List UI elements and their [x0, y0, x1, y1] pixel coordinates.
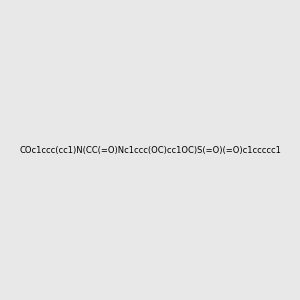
Text: COc1ccc(cc1)N(CC(=O)Nc1ccc(OC)cc1OC)S(=O)(=O)c1ccccc1: COc1ccc(cc1)N(CC(=O)Nc1ccc(OC)cc1OC)S(=O… — [19, 146, 281, 154]
